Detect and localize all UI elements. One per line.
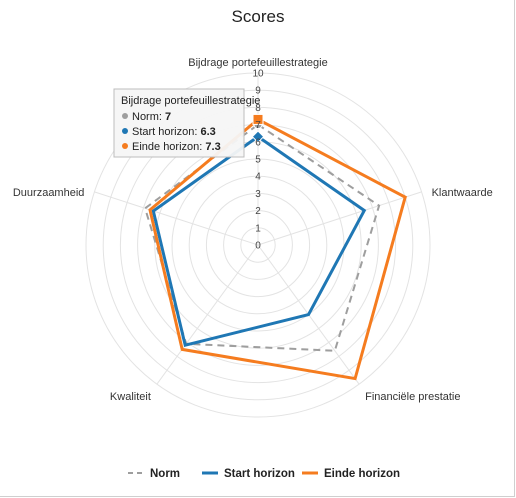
series-line-norm[interactable]: [143, 123, 381, 352]
tick-label: 4: [255, 172, 261, 183]
tooltip-row: Start horizon: 6.3: [132, 126, 216, 138]
grid-spoke: [94, 191, 259, 246]
axis-label: Financiële prestatie: [365, 391, 460, 403]
hover-marker: [251, 130, 265, 144]
axis-label: Kwaliteit: [110, 391, 151, 403]
tick-label: 5: [255, 155, 261, 166]
tooltip-row: Einde horizon: 7.3: [132, 141, 221, 153]
tooltip-box: [113, 88, 245, 158]
tick-label: 7: [255, 120, 261, 131]
axis-label: Duurzaamheid: [13, 187, 85, 199]
chart-title: Scores: [232, 7, 285, 26]
legend-label: Norm: [150, 468, 180, 480]
tick-label: 3: [255, 189, 261, 200]
legend-item-norm[interactable]: Norm: [128, 468, 180, 480]
tick-label: 1: [255, 223, 261, 234]
tick-label: 0: [255, 241, 261, 252]
tick-label: 8: [255, 103, 261, 114]
tooltip-bullet: [122, 113, 128, 119]
tooltip-title: Bijdrage portefeuillestrategie: [121, 95, 260, 107]
legend-label: Einde horizon: [324, 468, 400, 480]
tick-label: 6: [255, 137, 261, 148]
legend: Norm Start horizon Einde horizon: [128, 468, 400, 480]
tick-label: 2: [255, 206, 261, 217]
tooltip-row: Norm: 7: [132, 111, 171, 123]
radial-ticks: 0 1 2 3 4 5 6 7 8 9 10: [252, 69, 264, 252]
axis-label: Bijdrage portefeuillestrategie: [188, 57, 327, 69]
radar-series: [143, 113, 407, 381]
legend-label: Start horizon: [224, 468, 295, 480]
tooltip-bullet: [122, 143, 128, 149]
legend-item-start-horizon[interactable]: Start horizon: [202, 468, 295, 480]
hover-marker: [252, 113, 264, 125]
tick-label: 10: [252, 69, 264, 80]
tick-label: 9: [255, 86, 261, 97]
axis-labels: Bijdrage portefeuillestrategie Klantwaard…: [13, 57, 493, 403]
tooltip-bullet: [122, 128, 128, 134]
grid-spoke: [257, 191, 422, 246]
tooltip: Bijdrage portefeuillestrategie Norm: 7 Sta…: [113, 88, 260, 158]
grid-spoke: [156, 244, 259, 385]
series-line-start-horizon[interactable]: [151, 134, 367, 348]
axis-label: Klantwaarde: [432, 187, 493, 199]
series-line-einde-horizon[interactable]: [148, 117, 407, 381]
legend-item-einde-horizon[interactable]: Einde horizon: [302, 468, 400, 480]
